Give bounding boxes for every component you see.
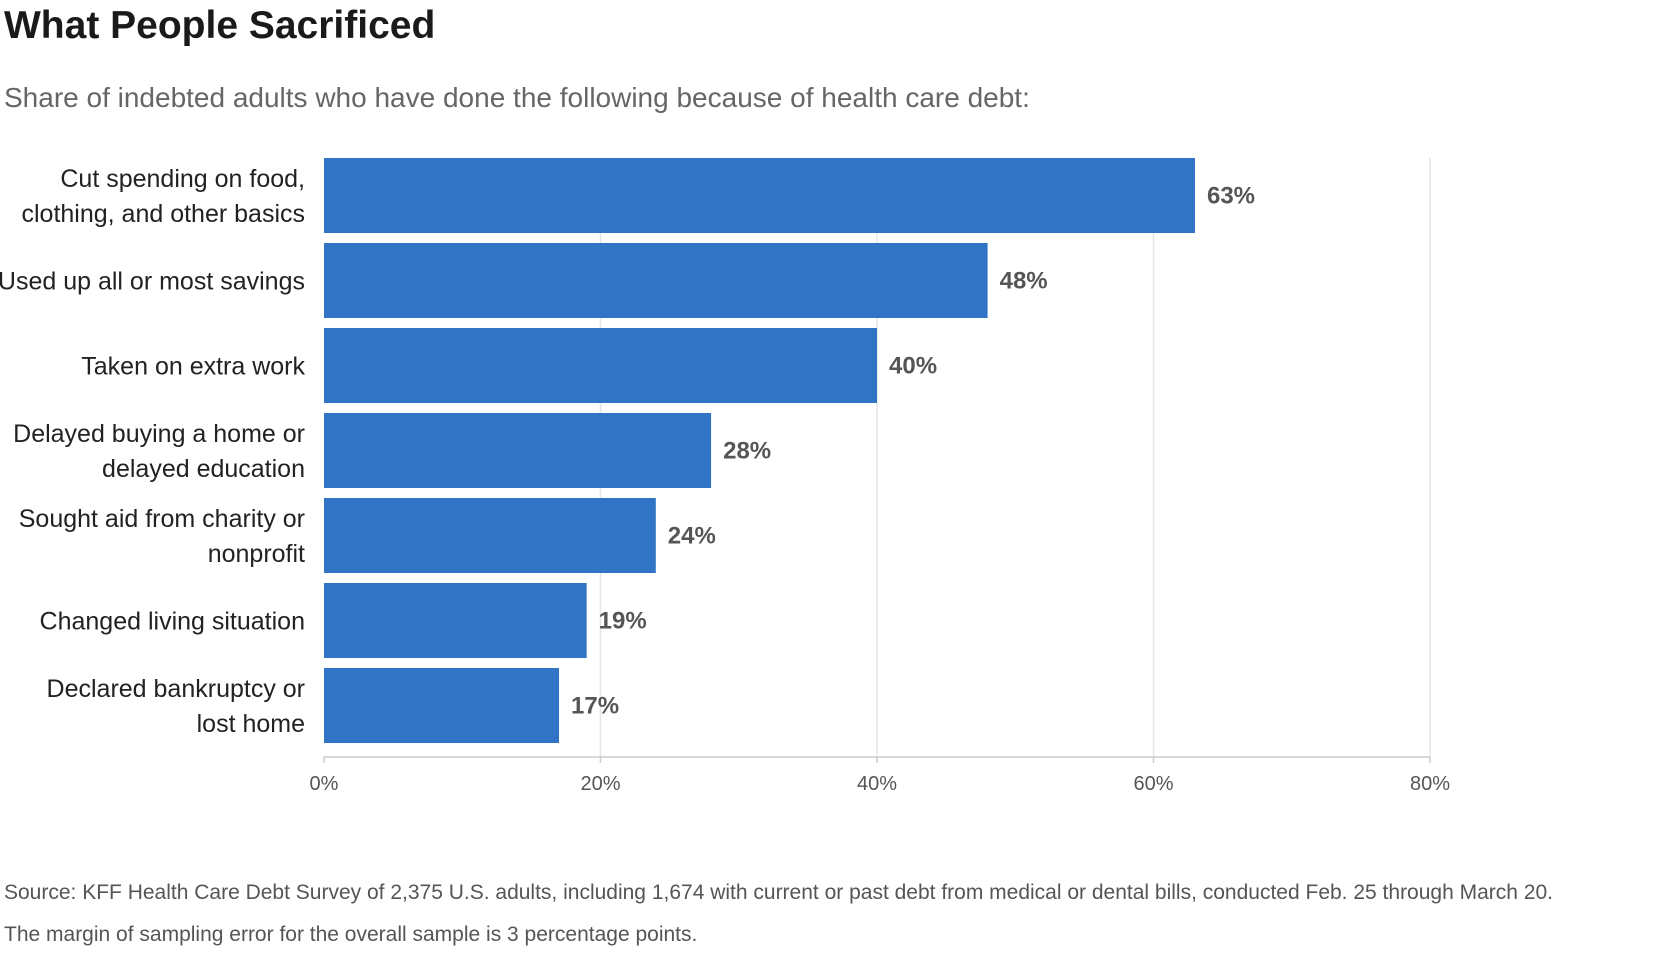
value-labels: 63% 48% 40% 28% 24% 19% 17% <box>571 183 1255 720</box>
value-label: 63% <box>1207 183 1255 210</box>
category-label: Changed living situation <box>40 608 305 636</box>
value-label: 24% <box>668 523 716 550</box>
value-label: 28% <box>723 438 771 465</box>
category-label-line: Used up all or most savings <box>0 268 305 296</box>
bars-group <box>324 158 1195 743</box>
category-label: Cut spending on food, clothing, and other… <box>21 165 305 228</box>
category-label-line: Declared bankruptcy or <box>47 675 305 703</box>
category-label-line: delayed education <box>102 455 305 483</box>
value-label: 40% <box>889 353 937 380</box>
category-label: Used up all or most savings <box>0 268 305 296</box>
category-label-line: Sought aid from charity or <box>19 505 305 533</box>
category-label-line: clothing, and other basics <box>21 200 305 228</box>
chart-title: What People Sacrificed <box>4 4 436 47</box>
x-tick-label: 40% <box>857 773 897 795</box>
x-tick-label: 80% <box>1410 773 1450 795</box>
source-note: Source: KFF Health Care Debt Survey of 2… <box>4 881 1553 946</box>
chart-subtitle: Share of indebted adults who have done t… <box>4 82 1030 113</box>
category-label-line: Cut spending on food, <box>60 165 305 193</box>
bar <box>324 498 656 573</box>
category-label-line: Changed living situation <box>40 608 305 636</box>
category-label: Declared bankruptcy or lost home <box>47 675 305 738</box>
x-tick-label: 0% <box>310 773 339 795</box>
category-label-line: nonprofit <box>208 540 305 568</box>
x-tick-label: 60% <box>1133 773 1173 795</box>
category-labels: Cut spending on food, clothing, and other… <box>0 165 305 738</box>
bar-chart: Cut spending on food, clothing, and other… <box>0 158 1450 795</box>
category-label-line: Delayed buying a home or <box>13 420 305 448</box>
bar <box>324 328 877 403</box>
bar <box>324 243 988 318</box>
category-label-line: Taken on extra work <box>81 353 305 381</box>
bar <box>324 158 1195 233</box>
category-label: Taken on extra work <box>81 353 305 381</box>
bar <box>324 413 712 488</box>
x-tick-label: 20% <box>580 773 620 795</box>
bar <box>324 668 560 743</box>
category-label: Delayed buying a home or delayed educatio… <box>13 420 305 483</box>
value-label: 17% <box>571 693 619 720</box>
value-label: 48% <box>1000 268 1048 295</box>
category-label-line: lost home <box>197 710 305 738</box>
value-label: 19% <box>599 608 647 635</box>
x-axis: 0% 20% 40% 60% 80% <box>310 756 1450 795</box>
category-label: Sought aid from charity or nonprofit <box>19 505 305 568</box>
bar <box>324 583 587 658</box>
